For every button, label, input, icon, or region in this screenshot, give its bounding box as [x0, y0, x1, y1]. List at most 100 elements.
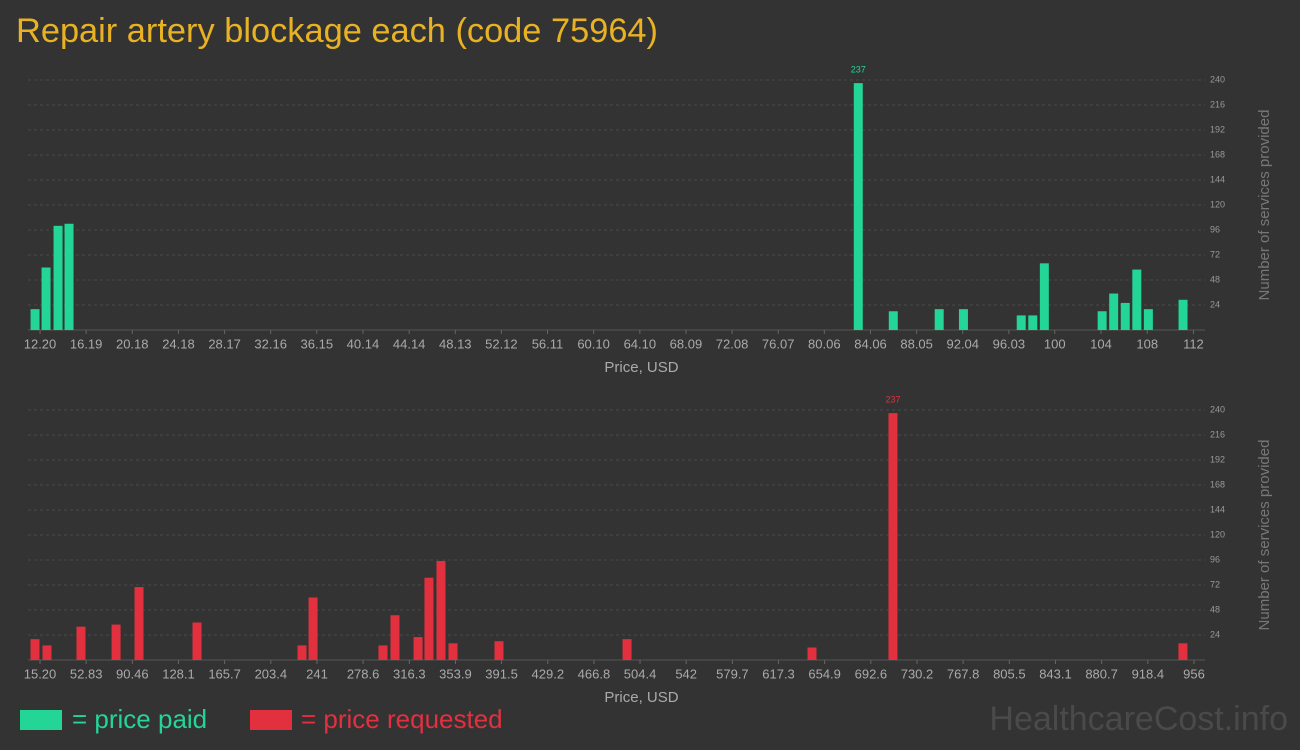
y-axis-label: Number of services provided — [1256, 110, 1273, 301]
x-tick-label: 56.11 — [532, 336, 564, 351]
x-tick-label: 92.04 — [946, 336, 979, 351]
x-tick-label: 654.9 — [808, 666, 841, 681]
bar — [888, 413, 898, 660]
x-tick-label: 24.18 — [162, 336, 195, 351]
bar — [807, 647, 817, 660]
bar — [192, 622, 202, 660]
x-axis-label: Price, USD — [604, 359, 678, 376]
x-tick-label: 128.1 — [162, 666, 195, 681]
bar — [1097, 311, 1107, 330]
x-tick-label: 203.4 — [255, 666, 288, 681]
legend-label: = price paid — [72, 704, 207, 734]
x-tick-label: 28.17 — [208, 336, 241, 351]
bar — [1016, 315, 1026, 330]
bar — [30, 639, 40, 660]
bar — [1178, 643, 1188, 660]
y-tick-label: 240 — [1210, 404, 1225, 414]
x-tick-label: 391.5 — [485, 666, 518, 681]
y-tick-label: 48 — [1210, 604, 1220, 614]
y-tick-label: 72 — [1210, 579, 1220, 589]
bar — [76, 626, 86, 660]
bar — [297, 645, 307, 660]
x-tick-label: 80.06 — [808, 336, 841, 351]
bar — [64, 223, 74, 330]
bar — [1132, 269, 1142, 330]
bar — [1028, 315, 1038, 330]
bar — [1143, 309, 1153, 330]
x-tick-label: 956 — [1183, 666, 1205, 681]
bar — [934, 309, 944, 330]
y-tick-label: 72 — [1210, 249, 1220, 259]
y-tick-label: 48 — [1210, 274, 1220, 284]
y-tick-label: 168 — [1210, 479, 1225, 489]
bar — [958, 309, 968, 330]
watermark: HealthcareCost.info — [989, 700, 1288, 738]
x-tick-label: 16.19 — [70, 336, 103, 351]
y-tick-label: 168 — [1210, 149, 1225, 159]
x-tick-label: 617.3 — [762, 666, 795, 681]
y-tick-label: 120 — [1210, 199, 1225, 209]
x-tick-label: 84.06 — [854, 336, 887, 351]
y-tick-label: 24 — [1210, 629, 1220, 639]
x-tick-label: 20.18 — [116, 336, 149, 351]
y-tick-label: 144 — [1210, 174, 1225, 184]
y-tick-label: 240 — [1210, 74, 1225, 84]
value-label: 237 — [851, 65, 866, 75]
x-tick-label: 579.7 — [716, 666, 749, 681]
x-tick-label: 104 — [1090, 336, 1112, 351]
legend-swatch — [20, 710, 62, 730]
x-tick-label: 72.08 — [716, 336, 749, 351]
x-tick-label: 112 — [1183, 336, 1204, 351]
y-tick-label: 216 — [1210, 429, 1225, 439]
x-tick-label: 278.6 — [347, 666, 380, 681]
x-tick-label: 692.6 — [855, 666, 888, 681]
legend-label: = price requested — [301, 704, 503, 734]
x-tick-label: 466.8 — [578, 666, 611, 681]
x-tick-label: 730.2 — [901, 666, 934, 681]
x-tick-label: 64.10 — [624, 336, 657, 351]
x-tick-label: 843.1 — [1039, 666, 1072, 681]
x-tick-label: 504.4 — [624, 666, 657, 681]
bar — [853, 83, 863, 330]
bar — [308, 597, 318, 660]
bar — [134, 587, 144, 660]
x-tick-label: 12.20 — [24, 336, 57, 351]
x-tick-label: 40.14 — [347, 336, 380, 351]
bar — [1120, 302, 1130, 330]
x-tick-label: 68.09 — [670, 336, 703, 351]
bar — [30, 309, 40, 330]
x-tick-label: 880.7 — [1085, 666, 1118, 681]
bar — [622, 639, 632, 660]
x-tick-label: 36.15 — [301, 336, 334, 351]
bar — [413, 637, 423, 660]
x-tick-label: 805.5 — [993, 666, 1026, 681]
y-tick-label: 96 — [1210, 224, 1220, 234]
x-tick-label: 429.2 — [532, 666, 565, 681]
x-tick-label: 767.8 — [947, 666, 980, 681]
x-tick-label: 241 — [306, 666, 328, 681]
value-label: 237 — [885, 395, 900, 405]
x-tick-label: 918.4 — [1132, 666, 1165, 681]
bar — [424, 577, 434, 660]
x-tick-label: 316.3 — [393, 666, 426, 681]
x-tick-label: 88.05 — [900, 336, 933, 351]
y-axis-label: Number of services provided — [1256, 440, 1273, 631]
x-tick-label: 76.07 — [762, 336, 795, 351]
bar — [448, 643, 458, 660]
x-tick-label: 165.7 — [208, 666, 241, 681]
bar — [1109, 293, 1119, 330]
x-tick-label: 353.9 — [439, 666, 472, 681]
bar — [53, 225, 63, 330]
x-tick-label: 52.83 — [70, 666, 103, 681]
bar — [41, 267, 51, 330]
x-tick-label: 60.10 — [577, 336, 610, 351]
x-tick-label: 108 — [1136, 336, 1158, 351]
bar — [1178, 299, 1188, 330]
bar — [390, 615, 400, 660]
y-tick-label: 192 — [1210, 454, 1225, 464]
y-tick-label: 192 — [1210, 124, 1225, 134]
bar — [42, 645, 52, 660]
x-tick-label: 52.12 — [485, 336, 518, 351]
